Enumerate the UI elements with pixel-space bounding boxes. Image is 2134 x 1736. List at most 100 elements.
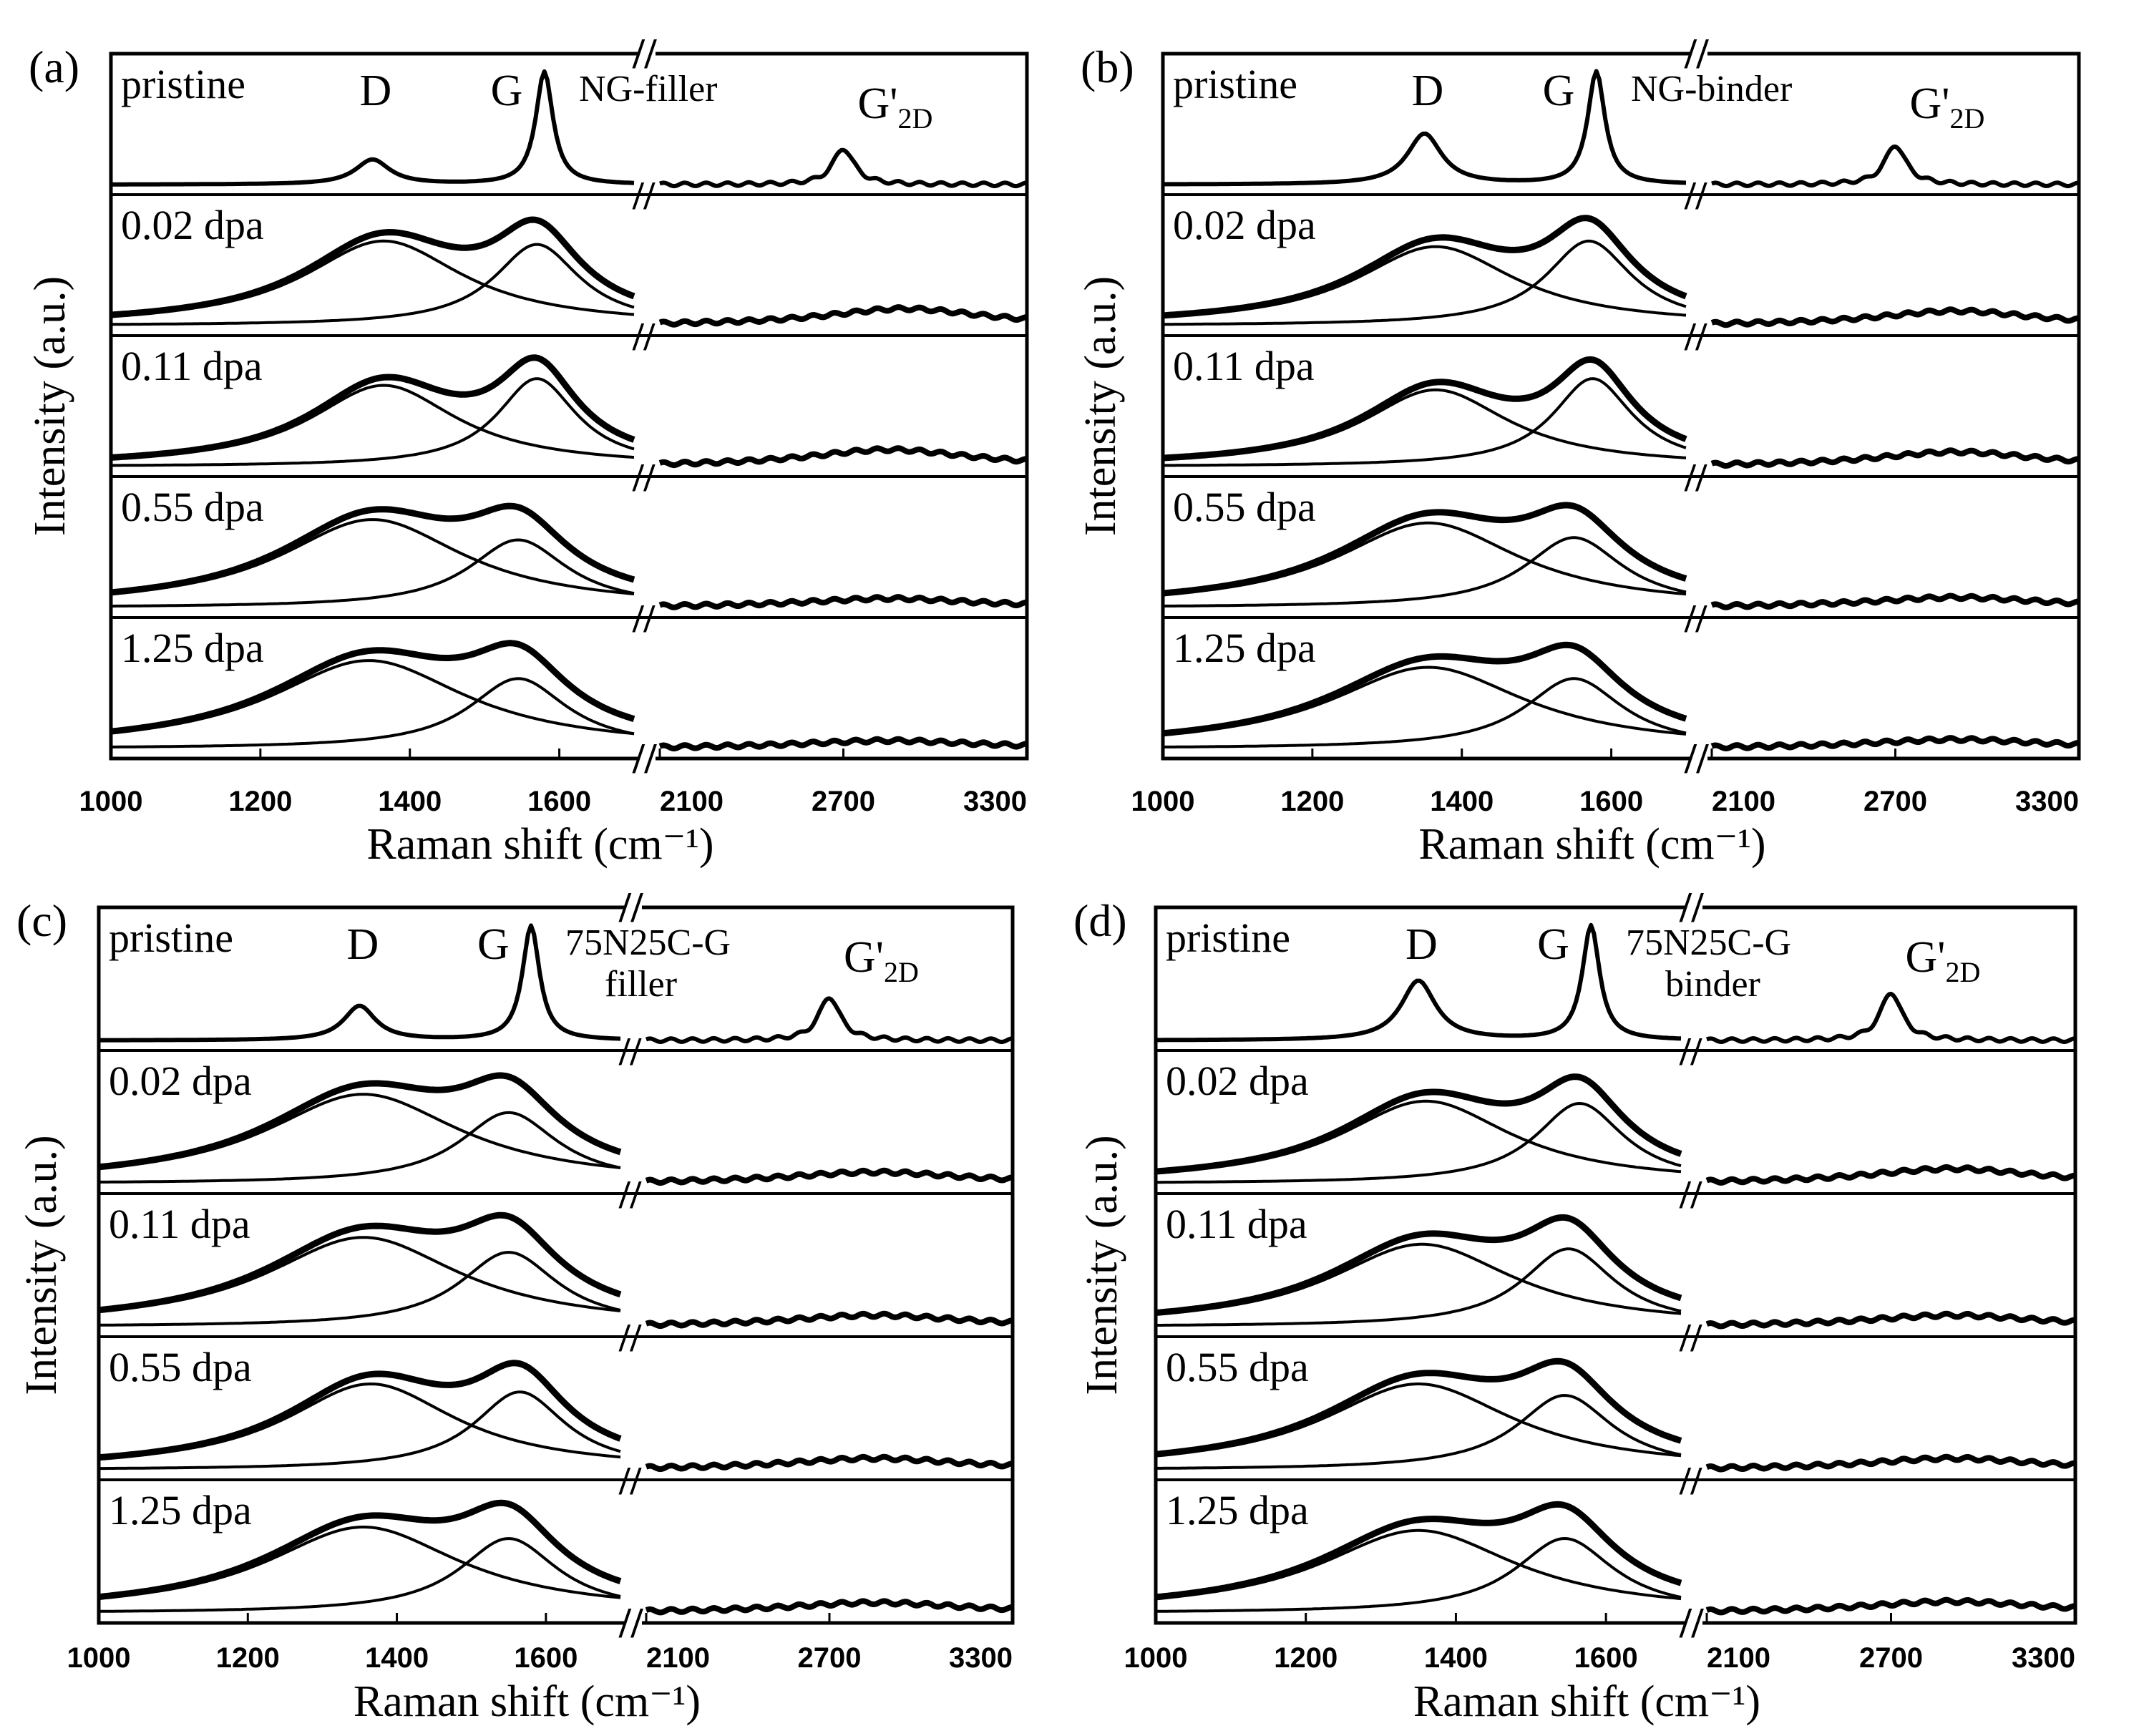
axis-break-gap [638,751,656,766]
g-band-fit-curve [1156,1536,1682,1613]
sample-title: 75N25C-G [565,922,731,963]
spectrum-0-55-dpa: 0.55 dpa [1155,1335,2077,1473]
panel-label: (a) [29,42,79,92]
g-band-fit-curve [99,1537,621,1613]
x-tick-label: 2700 [1859,1642,1923,1674]
spectrum-curve [1155,1214,1682,1317]
dose-label: pristine [121,61,245,107]
g2d-band-curve [1705,1164,2077,1186]
x-tick-label: 3300 [2012,1642,2075,1674]
g-band-fit-curve [111,377,635,467]
d-band-fit-curve [1155,1383,1682,1458]
spectrum-0-55-dpa: 0.55 dpa [98,1335,1014,1473]
sample-title: 75N25C-G [1626,922,1791,963]
axis-break-mark: // [1684,456,1708,500]
spectrum-curve [1155,1501,1682,1601]
dose-label: 1.25 dpa [1173,625,1316,671]
g2d-band-curve [1710,735,2080,751]
x-tick-label: 3300 [949,1642,1013,1674]
x-tick-label: 1600 [514,1642,578,1674]
spectrum-0-55-dpa: 0.55 dpa [1162,475,2080,610]
x-axis-label: Raman shift (cm⁻¹) [1418,820,1765,869]
x-tick-label: 2700 [798,1642,862,1674]
spectrum-curve [1162,356,1687,462]
g2d-band-curve [1705,1596,2077,1616]
spectrum-curve [110,502,635,596]
x-tick-label: 1200 [1274,1642,1338,1674]
g2d-band-curve [1705,1453,2077,1473]
peak-label-g-prime: G' [844,933,884,982]
x-tick-label: 1200 [228,786,292,817]
spectrum-0-02-dpa: 0.02 dpa [98,1049,1014,1186]
axis-break-mark: // [618,884,644,931]
axis-break-mark: // [632,315,656,359]
g2d-band-curve [1705,1310,2077,1330]
axis-break-gap [1690,47,1707,61]
dose-label: 0.11 dpa [1173,343,1315,389]
dose-label: 0.02 dpa [121,202,264,248]
dose-label: 0.55 dpa [121,484,264,530]
axis-break-mark: // [1684,735,1710,782]
dose-label: pristine [109,915,233,961]
peak-label-g: G [1543,67,1575,115]
d-band-fit-curve [1162,665,1687,736]
spectrum-0-02-dpa: 0.02 dpa [110,193,1028,328]
g2d-band-curve [645,1167,1014,1186]
spectrum-pristine: pristine D G G'2D NG-filler [111,61,1028,189]
dose-label: pristine [1173,61,1297,107]
axis-break-mark: // [632,174,656,218]
panel-frame [1154,905,2077,1625]
x-tick-label: 1400 [1430,786,1494,817]
axis-break-mark: // [618,1599,644,1647]
d-band-fit-curve [110,518,635,595]
x-tick-label: 1400 [378,786,442,817]
peak-label-2d-subscript: 2D [897,102,932,135]
axis-break-mark: // [632,597,656,641]
spectrum-0-02-dpa: 0.02 dpa [1162,193,2080,328]
g2d-band-curve [658,445,1028,469]
spectrum-0-11-dpa: 0.11 dpa [1162,334,2080,469]
d-band-fit-curve [1162,521,1687,597]
peak-label-g: G [1537,920,1569,969]
peak-label-g2d: G'2D [1906,933,1981,988]
x-tick-label: 1600 [1574,1642,1638,1674]
y-axis-label: Intensity (a.u.) [1078,1135,1126,1395]
g2d-band-curve [658,594,1028,610]
d-band-fit-curve [1155,1242,1682,1316]
axis-break-mark: // [1679,884,1705,931]
peak-label-d: D [360,67,392,115]
axis-break-mark: // [1679,1599,1705,1647]
spectrum-curve [98,1072,622,1171]
x-axis-label: Raman shift (cm⁻¹) [366,820,713,869]
axis-break-mark: // [618,1459,643,1503]
sample-title: NG-binder [1631,69,1792,109]
g2d-band-curve [1711,144,2080,189]
spectrum-curve [1156,922,1682,1043]
g-band-fit-curve [1156,1393,1682,1470]
axis-break-gap [1685,1616,1702,1630]
peak-label-g: G [477,920,510,969]
g-band-fit-curve [111,538,635,608]
dose-label: 0.02 dpa [1166,1058,1309,1104]
spectrum-curve [1155,1357,1682,1458]
panel-frame [1161,52,2081,761]
x-tick-label: 1000 [79,786,143,817]
spectrum-1-25-dpa: 1.25 dpa [98,1478,1014,1616]
peak-label-d: D [1412,67,1444,115]
d-band-fit-curve [98,1236,621,1313]
axis-break-gap [625,900,642,915]
axis-break-mark: // [632,735,658,782]
axis-break-mark: // [632,456,656,500]
axis-break-mark: // [618,1030,643,1074]
x-tick-label: 1600 [527,786,591,817]
g2d-band-curve [1710,593,2080,610]
axis-break-mark: // [1679,1459,1703,1503]
panel-label: (d) [1073,895,1127,946]
d-band-fit-curve [110,384,635,460]
axis-break-mark: // [1679,1316,1703,1360]
x-tick-label: 1000 [67,1642,131,1674]
d-band-fit-curve [110,239,635,318]
x-tick-label: 1400 [365,1642,429,1674]
axis-break-mark: // [1679,1173,1703,1217]
